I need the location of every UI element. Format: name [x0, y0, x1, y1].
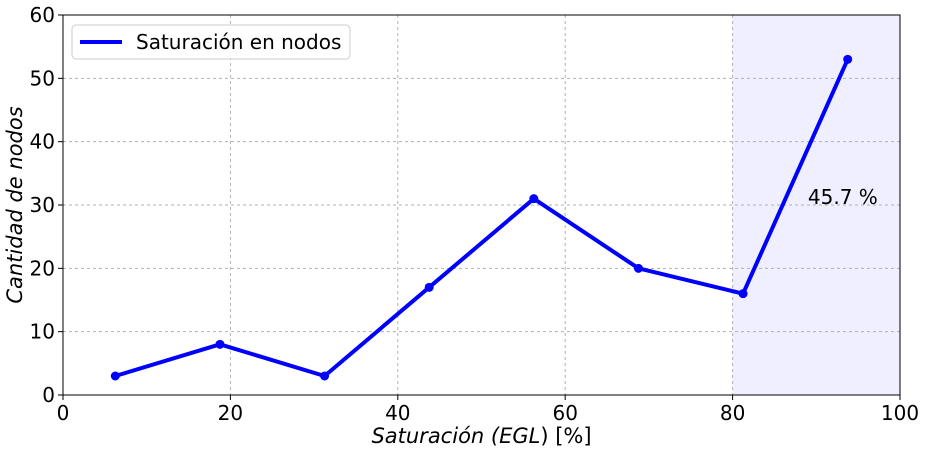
y-tick-label: 20 [30, 256, 55, 280]
x-axis-label-italic: EGL [499, 424, 540, 448]
x-tick-label: 60 [552, 401, 577, 425]
x-tick-label: 20 [218, 401, 243, 425]
data-point [320, 371, 330, 381]
x-tick-label: 100 [881, 401, 919, 425]
legend-box [71, 24, 351, 60]
data-point [215, 339, 225, 349]
ticks: 0 20 40 60 80 100 0 10 20 30 40 50 60 [30, 3, 920, 425]
y-tick-label: 10 [30, 320, 55, 344]
series-line [114, 58, 850, 378]
data-point [843, 54, 853, 64]
y-tick-label: 50 [30, 66, 55, 90]
data-point [424, 282, 434, 292]
data-point [633, 263, 643, 273]
y-tick-label: 40 [30, 130, 55, 154]
y-tick-label: 0 [42, 383, 55, 407]
y-tick-label: 30 [30, 193, 55, 217]
legend: Saturación en nodos [71, 24, 351, 60]
data-point [738, 289, 748, 299]
x-axis-label-end: ) [%] [540, 424, 591, 448]
y-tick-label: 60 [30, 3, 55, 27]
legend-entry: Saturación en nodos [136, 30, 341, 54]
y-axis-label: Cantidad de nodos [3, 106, 27, 303]
x-tick-label: 80 [720, 401, 745, 425]
data-point [529, 194, 539, 204]
data-point [110, 371, 120, 381]
annotation-label: 45.7 % [808, 185, 878, 209]
x-axis-label: Saturación (EGL) [%] [371, 424, 591, 448]
x-tick-label: 0 [57, 401, 70, 425]
series-layer [110, 54, 853, 381]
x-tick-label: 40 [385, 401, 410, 425]
x-axis-label-main: Saturación ( [371, 424, 499, 448]
